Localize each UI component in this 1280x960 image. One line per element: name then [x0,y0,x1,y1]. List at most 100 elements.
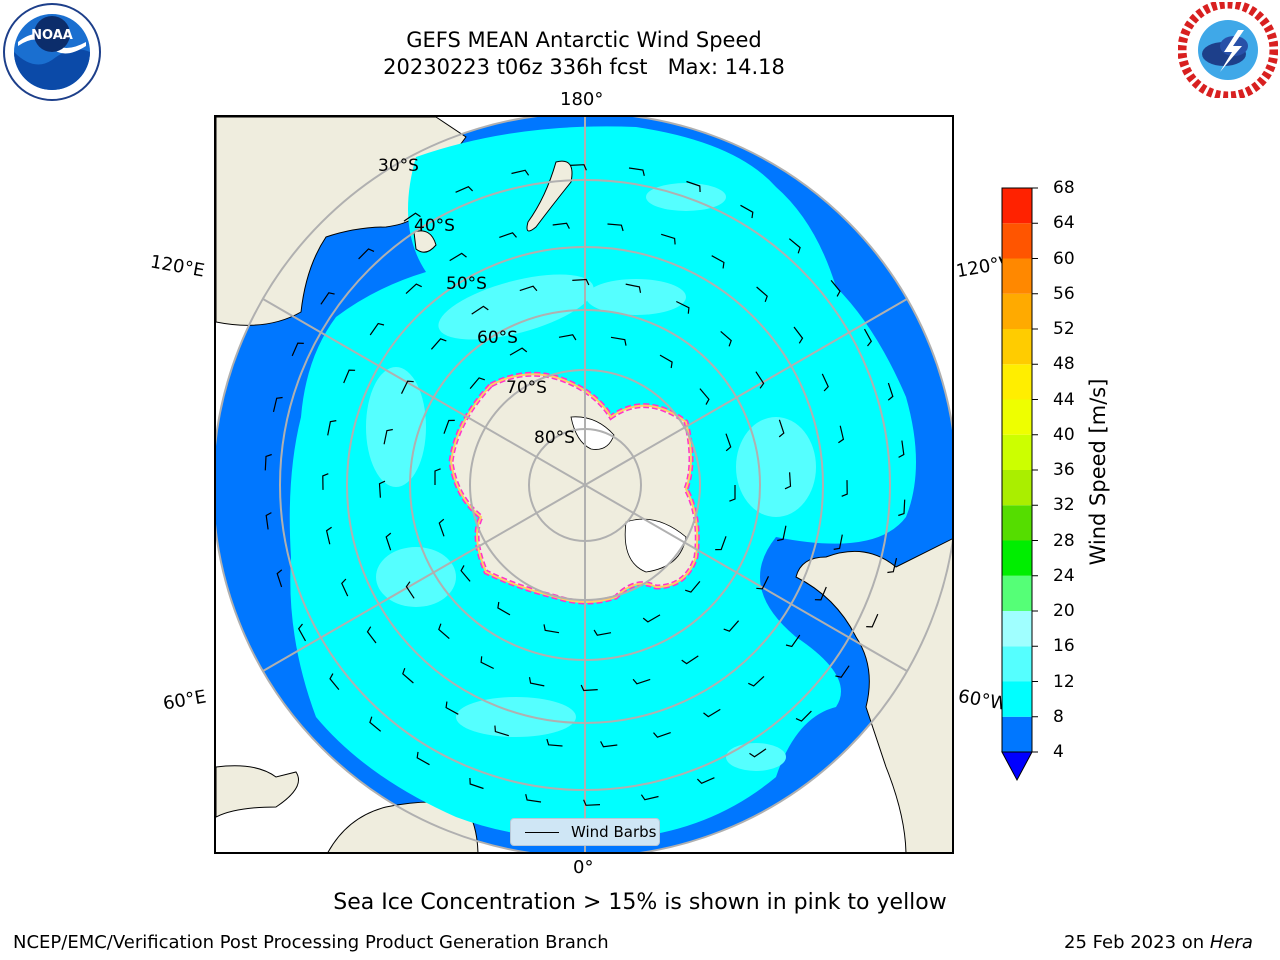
tasmania [413,230,437,253]
wind-barb [438,623,450,640]
wind-barb [696,777,715,785]
wind-barb [838,425,845,444]
map-legend: Wind Barbs [510,818,660,846]
wind-barb [632,678,651,685]
wind-barb [866,613,879,628]
wind-barb [642,614,661,623]
wind-barb [445,701,459,715]
footer-credit: NCEP/EMC/Verification Post Processing Pr… [13,932,609,953]
wind-barb [403,212,421,222]
wind-barb [749,748,767,758]
lon-label-upper-left: 120°E [148,251,207,282]
colorbar-segment [1002,399,1032,435]
lat-label-80s: 80°S [534,428,575,448]
wind-barb [276,569,283,588]
lon-label-bottom: 0° [573,857,594,878]
wind-barb [898,440,905,458]
colorbar-tick-label: 40 [1053,424,1075,445]
national-weather-service-logo [1178,2,1278,98]
wind-barb [480,656,494,670]
wind-barb [416,751,430,766]
wind-barb [264,453,272,471]
colorbar-tick-label: 32 [1053,495,1075,516]
wind-barb [628,167,645,176]
colorbar-extend-arrow [1001,751,1033,782]
graticule [216,117,952,852]
wind-barb [653,732,671,738]
wind-barb [402,667,414,684]
wind-barb [400,380,414,394]
wind-barb [625,283,642,293]
wind-barb [711,255,725,269]
colorbar-tick-label: 48 [1053,354,1075,375]
wind-barb [833,534,843,550]
footer-date: 25 Feb 2023 on Hera [1064,932,1253,953]
colorbar-tick-label: 44 [1053,389,1075,410]
wind-barb-legend-icon [525,831,559,833]
wind-barb [405,581,415,599]
wind-barb [455,185,474,193]
noaa-logo-text: NOAA [31,28,73,43]
wind-barb [685,581,701,593]
colorbar-tick-label: 24 [1053,565,1075,586]
lat-label-40s: 40°S [414,216,455,236]
wind-barb [494,725,509,737]
wind-barbs [264,164,906,806]
wind-barb [723,620,740,632]
wind-barb [469,777,484,790]
colorbar-segment [1002,293,1032,329]
lon-label-lower-left: 60°E [161,686,208,715]
wind-barb [369,322,385,336]
wind-barb [756,576,770,590]
wind-barb [552,222,570,229]
wind-barb [607,223,624,232]
wind-barb [600,741,618,748]
wind-barb [841,480,848,497]
wind-barb [327,420,337,436]
wind-barb [580,684,598,692]
wind-barb [686,180,701,193]
wind-barb [729,485,736,502]
colorbar-tick-label: 28 [1053,530,1075,551]
wind-barb [814,586,827,601]
colorbar-segment [1002,188,1032,224]
colorbar-tick-label: 68 [1053,178,1075,198]
wind-barb [291,342,304,357]
wind-barb [499,232,517,238]
colorbar-tick-label: 4 [1053,742,1064,762]
wind-barb [756,286,768,303]
noaa-logo: NOAA [3,3,101,101]
wind-barb [272,396,283,413]
wind-barb [265,512,272,530]
wind-barb [795,710,812,722]
colorbar-segment [1002,434,1032,470]
colorbar-tick-label: 12 [1053,671,1075,692]
lon-label-top: 180° [560,89,604,110]
wind-barb [546,738,563,747]
wind-barb [821,373,829,392]
wind-barb [378,480,386,498]
colorbar-tick-label: 64 [1053,213,1075,234]
wind-barb [558,334,577,341]
wind-barb [430,338,447,350]
wind-barb [720,330,732,347]
wind-barb [748,675,765,687]
wind-barb [497,601,511,616]
wind-barb [778,419,785,438]
ross-ice-shelf [570,416,615,450]
colorbar-segment [1002,505,1032,541]
colorbar-segment [1002,611,1032,647]
wind-barb [863,328,873,347]
colorbar-tick-label: 56 [1053,283,1075,304]
colorbar-segment [1002,681,1032,717]
wind-barb [640,794,659,801]
colorbar-segment [1002,329,1032,365]
wind-barb [369,716,382,732]
lat-label-70s: 70°S [506,378,547,398]
wind-barb [385,532,392,551]
legend-label: Wind Barbs [571,823,657,841]
lat-label-30s: 30°S [378,156,419,176]
wind-barb [830,280,841,297]
colorbar-segment [1002,258,1032,294]
wind-barb [777,525,787,542]
